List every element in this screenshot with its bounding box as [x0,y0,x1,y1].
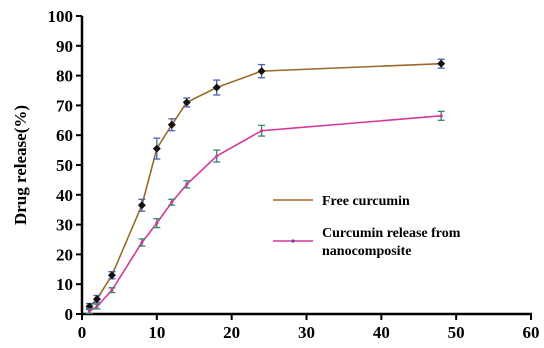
y-tick-label: 30 [56,216,73,235]
data-point [95,304,99,309]
legend-label-nanocomposite-line-1: Curcumin release from [322,226,461,241]
data-point [87,309,92,313]
data-point [152,144,161,153]
y-tick-label: 80 [56,67,73,86]
series-line [88,62,442,308]
x-tick-label: 50 [448,323,465,342]
data-point [437,59,446,68]
y-tick-label: 100 [48,7,74,26]
data-point [260,129,264,133]
data-point [212,83,221,92]
y-tick-label: 40 [56,186,73,205]
data-point [182,98,191,107]
data-point [155,221,159,225]
data-point [439,114,443,118]
data-point [107,271,116,280]
series-layer [85,58,446,315]
y-tick-label: 20 [56,245,73,264]
x-tick-label: 30 [298,323,315,342]
series-0 [85,58,446,311]
y-tick-label: 60 [56,126,73,145]
y-tick-label: 50 [56,156,73,175]
series-1 [85,110,445,315]
data-point [257,67,266,76]
chart-legend: Free curcumin Curcumin release from nano… [273,194,464,259]
legend-label-nanocomposite: Curcumin release from nanocomposite [322,226,464,259]
y-tick-label: 70 [56,96,73,115]
legend-marker-nanocomposite [291,239,295,243]
y-axis-ticks: 0 10 20 30 40 50 60 70 80 90 100 [48,7,82,324]
data-point [92,295,101,304]
data-point [185,182,189,186]
y-tick-label: 10 [56,275,73,294]
data-point [140,240,144,245]
data-point [110,288,114,292]
x-tick-label: 40 [373,323,390,342]
y-axis-label: Drug release(%) [11,105,30,225]
legend-label-nanocomposite-line-2: nanocomposite [322,244,411,259]
x-axis-ticks: 0 10 20 30 40 50 60 [78,314,540,342]
x-tick-label: 20 [223,323,240,342]
data-point [215,154,219,158]
x-tick-label: 0 [78,323,87,342]
legend-label-free-curcumin: Free curcumin [322,194,410,209]
series-line [89,115,442,312]
y-tick-label: 0 [65,305,74,324]
x-tick-label: 10 [148,323,165,342]
data-point [167,120,176,129]
data-point [137,201,146,210]
chart-axes [80,16,532,316]
x-tick-label: 60 [523,323,540,342]
data-point [170,200,174,204]
y-tick-label: 90 [56,37,73,56]
